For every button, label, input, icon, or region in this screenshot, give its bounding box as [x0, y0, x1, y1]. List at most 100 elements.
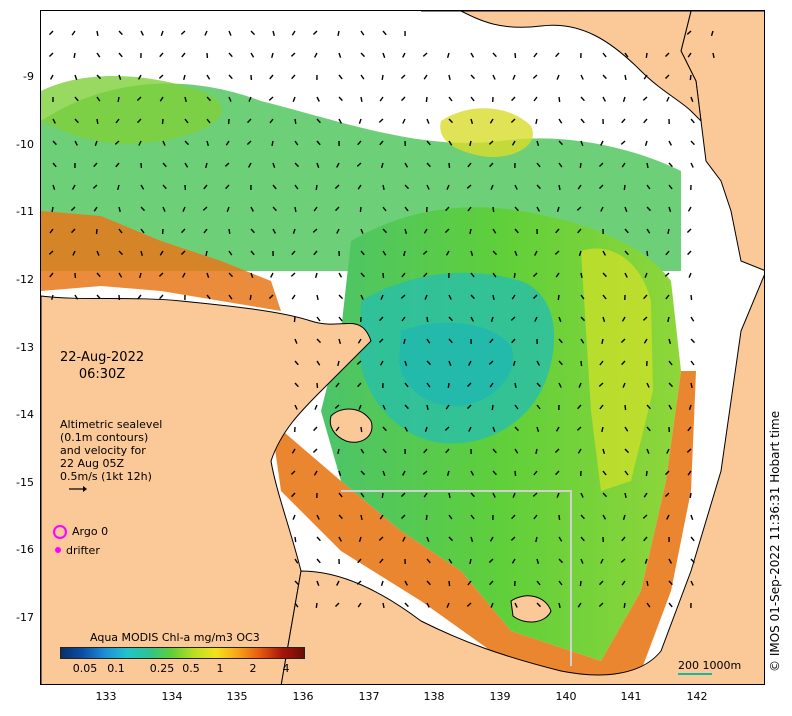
velocity-arrow — [250, 250, 255, 256]
velocity-arrow — [624, 470, 629, 476]
velocity-arrow — [690, 360, 695, 366]
velocity-arrow — [225, 140, 230, 146]
velocity-arrow — [334, 404, 340, 409]
velocity-arrow — [689, 74, 692, 81]
velocity-arrow — [533, 470, 538, 476]
velocity-arrow — [291, 294, 296, 300]
velocity-arrow — [624, 250, 629, 256]
velocity-arrow — [492, 52, 497, 58]
velocity-arrow — [576, 206, 582, 211]
velocity-arrow — [555, 272, 560, 278]
velocity-arrow — [446, 602, 450, 608]
velocity-arrow — [554, 250, 560, 255]
velocity-arrow — [600, 558, 604, 564]
velocity-arrow — [470, 536, 474, 543]
velocity-arrow — [467, 206, 472, 212]
velocity-arrow — [448, 558, 453, 564]
velocity-arrow — [250, 228, 255, 234]
velocity-arrow — [602, 448, 606, 454]
velocity-arrow — [644, 558, 648, 564]
lat-label: -9 — [23, 70, 34, 83]
velocity-arrow — [621, 118, 626, 124]
velocity-arrow — [338, 514, 343, 520]
velocity-arrow — [382, 30, 387, 36]
velocity-arrow — [558, 184, 561, 191]
velocity-arrow — [646, 448, 650, 454]
velocity-arrow — [448, 514, 453, 520]
velocity-arrow — [598, 602, 604, 608]
velocity-arrow — [448, 580, 451, 587]
velocity-arrow — [514, 426, 520, 432]
velocity-arrow — [600, 206, 604, 212]
lat-label: -17 — [16, 611, 34, 624]
velocity-arrow — [467, 580, 472, 586]
velocity-arrow — [360, 448, 365, 454]
velocity-arrow — [291, 250, 296, 256]
velocity-arrow — [312, 228, 318, 233]
velocity-arrow — [511, 96, 516, 102]
velocity-arrow — [445, 448, 450, 454]
velocity-arrow — [513, 272, 516, 278]
velocity-arrow — [272, 184, 277, 190]
velocity-arrow — [558, 140, 564, 146]
velocity-arrow — [338, 96, 343, 102]
velocity-arrow — [380, 294, 384, 300]
velocity-arrow — [512, 492, 516, 498]
velocity-arrow — [206, 96, 212, 102]
velocity-arrow — [646, 162, 649, 169]
velocity-arrow — [49, 74, 54, 80]
velocity-arrow — [378, 118, 384, 123]
velocity-arrow — [555, 426, 560, 432]
velocity-arrow — [448, 536, 454, 542]
velocity-arrow — [686, 30, 692, 35]
velocity-arrow — [514, 184, 518, 190]
velocity-arrow — [578, 250, 582, 257]
velocity-arrow — [379, 360, 384, 366]
colorbar-tick: 0.5 — [182, 662, 200, 675]
velocity-arrow — [140, 206, 146, 212]
velocity-arrow — [492, 470, 497, 476]
velocity-arrow — [114, 140, 120, 145]
velocity-arrow — [360, 272, 365, 278]
velocity-arrow — [379, 96, 384, 102]
velocity-arrow — [139, 272, 142, 278]
velocity-arrow — [423, 74, 428, 80]
velocity-arrow — [491, 404, 494, 411]
lon-label: 137 — [358, 690, 380, 703]
velocity-arrow — [492, 206, 495, 213]
velocity-arrow — [668, 184, 673, 190]
velocity-arrow — [140, 184, 145, 190]
velocity-arrow — [687, 426, 692, 432]
velocity-arrow — [532, 74, 538, 79]
velocity-arrow — [357, 382, 362, 388]
velocity-arrow — [490, 316, 494, 323]
velocity-arrow — [535, 118, 538, 125]
velocity-arrow — [294, 360, 299, 366]
velocity-arrow — [294, 206, 297, 213]
colorbar-tick: 4 — [282, 662, 290, 675]
velocity-arrow — [248, 96, 252, 102]
velocity-arrow — [180, 250, 186, 256]
velocity-arrow — [316, 96, 320, 102]
velocity-arrow — [162, 140, 166, 146]
velocity-arrow — [623, 602, 626, 609]
velocity-arrow — [492, 426, 496, 432]
velocity-arrow — [602, 52, 607, 58]
velocity-arrow — [580, 316, 586, 322]
annotation-line: (0.1m contours) — [60, 431, 149, 444]
velocity-arrow — [382, 52, 386, 58]
chlorophyll-map — [41, 11, 764, 684]
velocity-arrow — [70, 206, 76, 212]
velocity-arrow — [52, 118, 56, 124]
velocity-arrow — [316, 140, 321, 146]
velocity-arrow — [181, 272, 186, 278]
velocity-arrow — [294, 118, 297, 125]
velocity-arrow — [206, 118, 211, 124]
argo-marker-icon — [53, 525, 67, 539]
velocity-arrow — [382, 228, 388, 234]
velocity-arrow — [489, 580, 494, 586]
arnhem-land — [41, 295, 372, 684]
velocity-arrow — [621, 162, 626, 168]
velocity-arrow — [690, 118, 695, 124]
argo-legend-label: Argo 0 — [72, 525, 109, 538]
